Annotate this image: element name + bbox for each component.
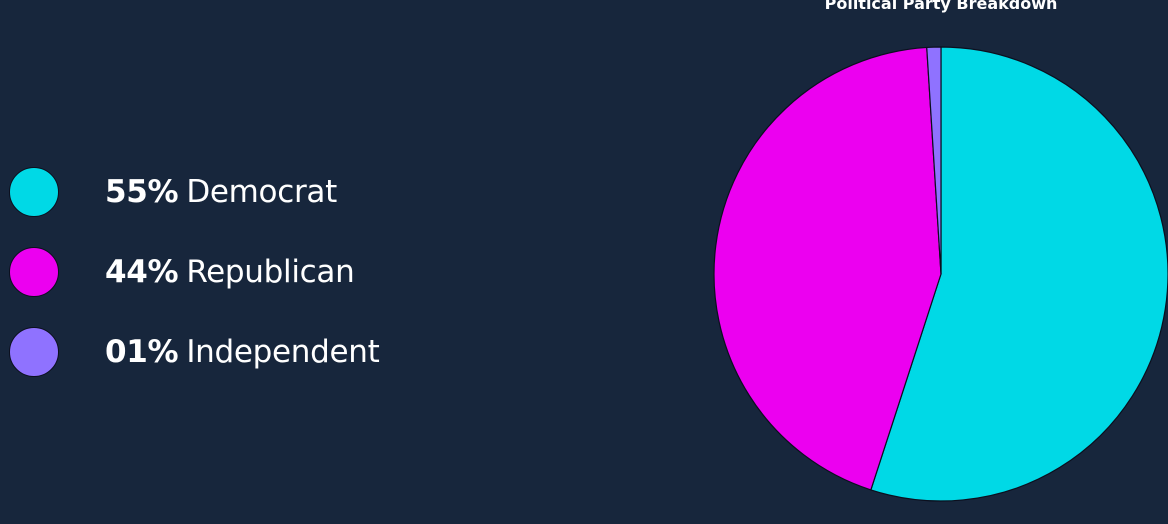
legend-percent-republican: 44% [105,254,179,290]
legend-label-democrat: 55% Democrat [105,174,337,210]
pie-slice-republican [713,46,942,491]
pie-slice-democrat [870,46,1168,502]
legend-name-republican: Republican [186,254,355,290]
legend-swatch-republican [9,247,59,297]
legend-name-democrat: Democrat [186,174,337,210]
legend-item-republican: 44% Republican [9,246,469,298]
legend-name-independent: Independent [186,334,380,370]
chart-title: Political Party Breakdown [824,0,1058,13]
legend-swatch-democrat [9,167,59,217]
pie-slice-independent [926,46,942,275]
legend-swatch-independent [9,327,59,377]
legend-percent-independent: 01% [105,334,179,370]
legend: 55% Democrat 44% Republican 01% Independent [9,166,469,406]
legend-percent-democrat: 55% [105,174,179,210]
legend-label-republican: 44% Republican [105,254,355,290]
legend-item-independent: 01% Independent [9,326,469,378]
legend-item-democrat: 55% Democrat [9,166,469,218]
legend-label-independent: 01% Independent [105,334,380,370]
